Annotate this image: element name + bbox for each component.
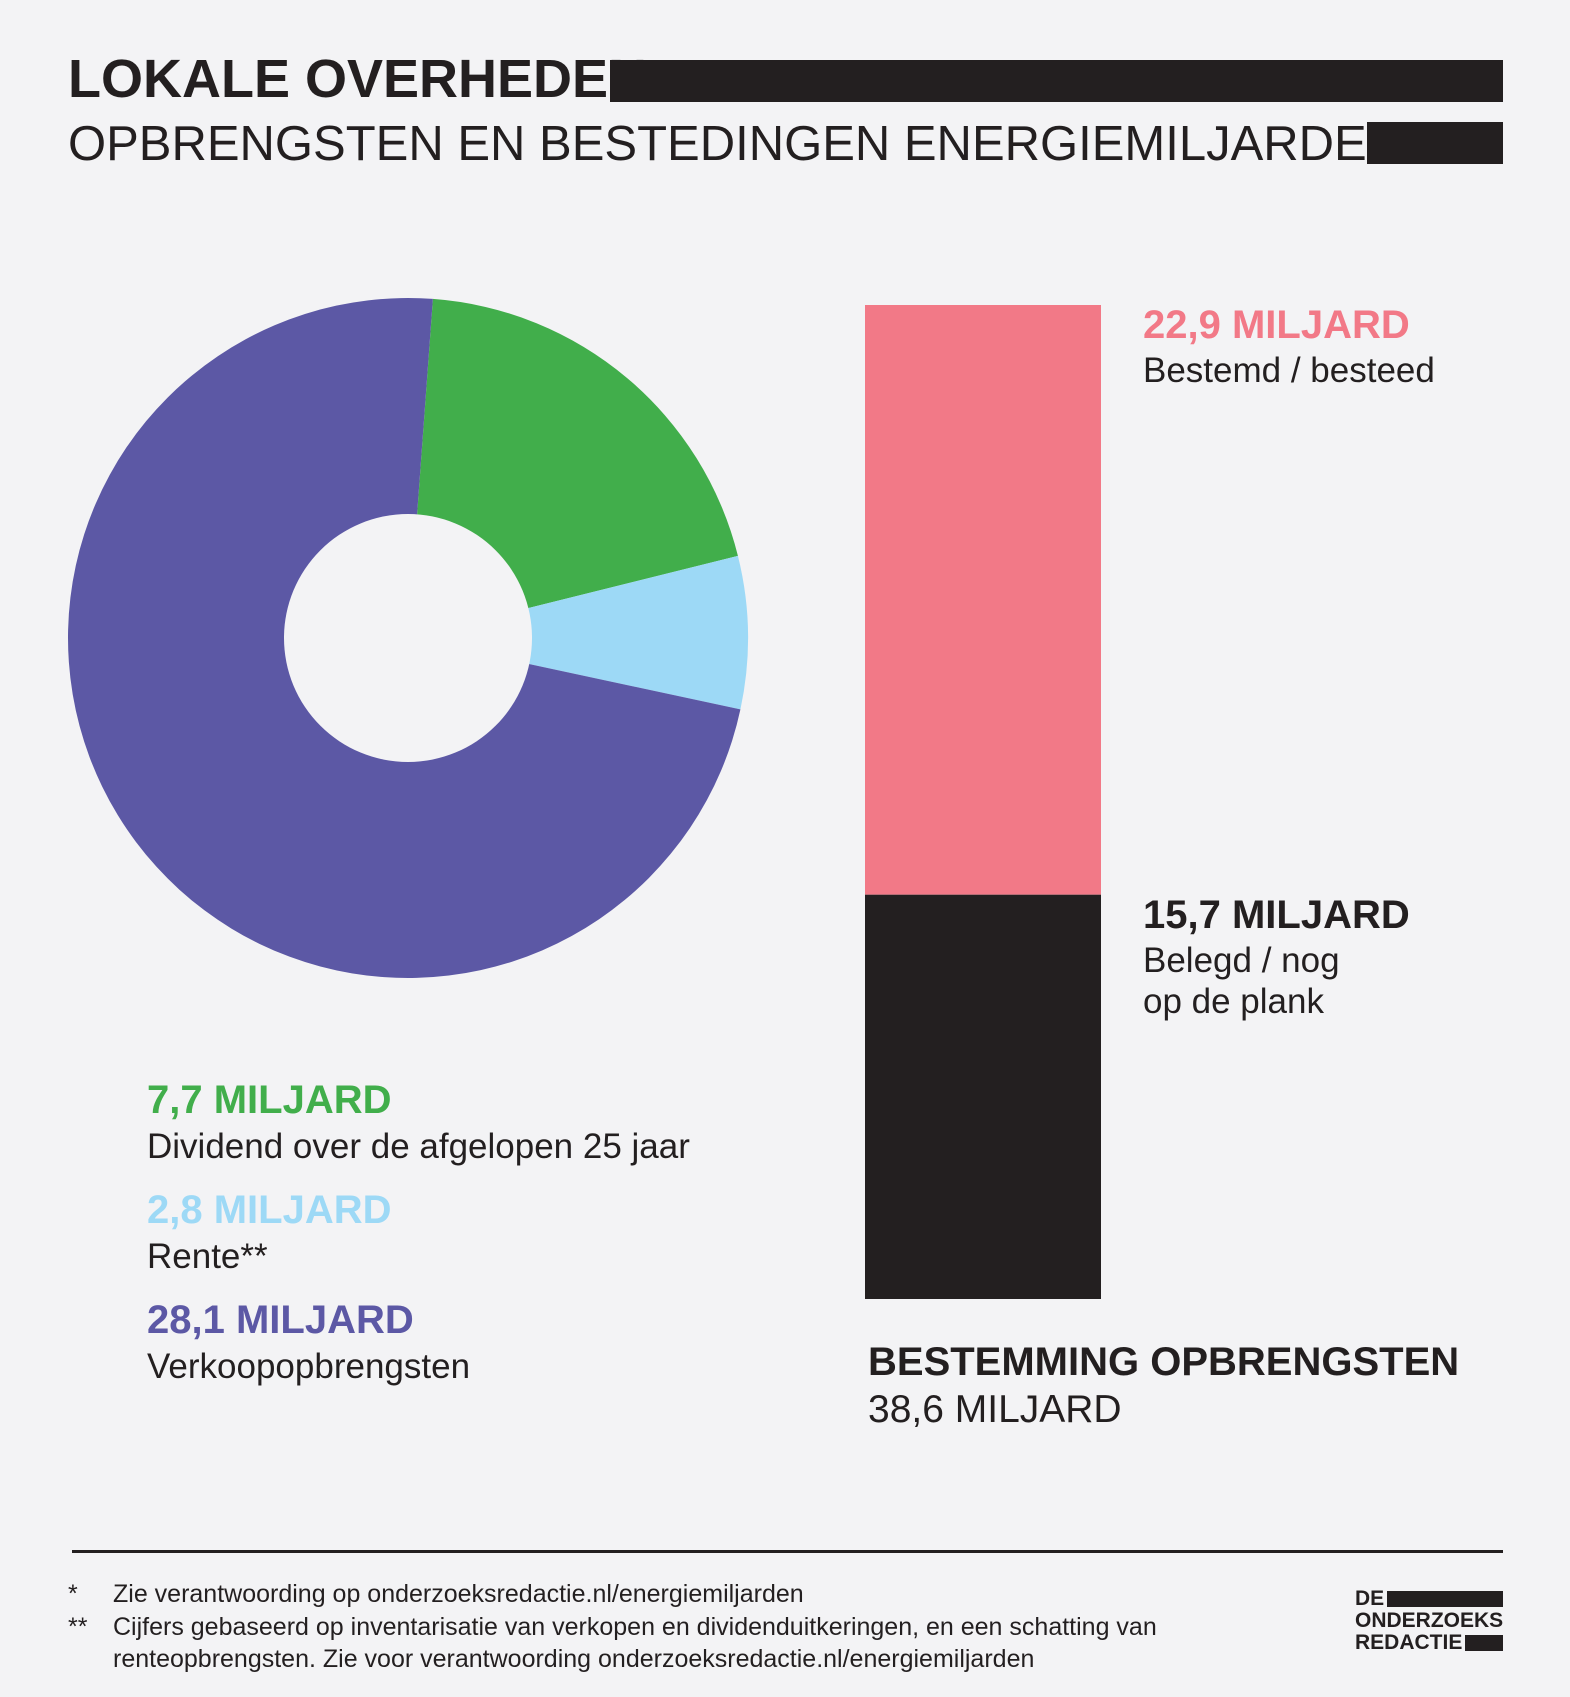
legend-value: 7,7 MILJARD xyxy=(147,1078,392,1122)
footnote-mark: ** xyxy=(68,1613,88,1641)
footnote-1: * Zie verantwoording op onderzoeksredact… xyxy=(68,1578,1353,1610)
bar-value-label: 22,9 MILJARD xyxy=(1143,303,1410,347)
legend-item-rente: 2,8 MILJARD Rente** xyxy=(147,1190,392,1278)
title-decoration-bar xyxy=(610,60,1503,102)
bar-label-besteed: 22,9 MILJARD Bestemd / besteed xyxy=(1143,305,1435,392)
logo-line: DE xyxy=(1355,1588,1503,1610)
chart-title: LOKALE OVERHEDEN xyxy=(68,49,648,109)
footnote-text: Zie verantwoording op onderzoeksredactie… xyxy=(113,1580,804,1608)
footnote-mark: * xyxy=(68,1580,78,1608)
legend-value: 28,1 MILJARD xyxy=(147,1298,414,1342)
footer-divider xyxy=(72,1550,1503,1553)
donut-chart xyxy=(68,297,748,979)
donut-hole xyxy=(284,514,532,762)
stack-segment-1 xyxy=(865,305,1101,895)
stack-total: 38,6 MILJARD xyxy=(868,1388,1122,1431)
logo-text: DE xyxy=(1355,1587,1385,1610)
logo-line: ONDERZOEKS xyxy=(1355,1610,1503,1632)
logo-text: REDACTIE xyxy=(1355,1631,1463,1654)
logo-bar xyxy=(1387,1591,1503,1607)
stack-segment-2 xyxy=(865,894,1101,1299)
stacked-bar-chart xyxy=(865,305,1101,1299)
legend-label: Verkoopopbrengsten xyxy=(147,1347,471,1386)
bar-category-label: Bestemd / besteed xyxy=(1143,351,1435,390)
publisher-logo: DE ONDERZOEKS REDACTIE xyxy=(1355,1588,1503,1654)
bar-value-label: 15,7 MILJARD xyxy=(1143,893,1410,937)
legend-label: Dividend over de afgelopen 25 jaar xyxy=(147,1127,690,1166)
legend-label: Rente** xyxy=(147,1237,268,1276)
logo-line: REDACTIE xyxy=(1355,1632,1503,1654)
chart-subtitle: OPBRENGSTEN EN BESTEDINGEN ENERGIEMILJAR… xyxy=(68,117,1422,171)
footnote-2: ** Cijfers gebaseerd op inventarisatie v… xyxy=(68,1611,1353,1675)
legend-item-verkoop: 28,1 MILJARD Verkoopopbrengsten xyxy=(147,1300,470,1388)
logo-bar xyxy=(1465,1635,1503,1651)
footnote-text: Cijfers gebaseerd op inventarisatie van … xyxy=(113,1613,1157,1673)
donut-slice-2 xyxy=(408,555,748,710)
logo-text: ONDERZOEKS xyxy=(1355,1609,1504,1632)
legend-item-dividend: 7,7 MILJARD Dividend over de afgelopen 2… xyxy=(147,1080,690,1168)
subtitle-decoration-bar xyxy=(1367,122,1503,164)
stack-title: BESTEMMING OPBRENGSTEN xyxy=(868,1340,1460,1384)
legend-value: 2,8 MILJARD xyxy=(147,1188,392,1232)
bar-label-belegd: 15,7 MILJARD Belegd / nog op de plank xyxy=(1143,895,1410,1022)
bar-category-label: Belegd / nog op de plank xyxy=(1143,941,1340,1021)
